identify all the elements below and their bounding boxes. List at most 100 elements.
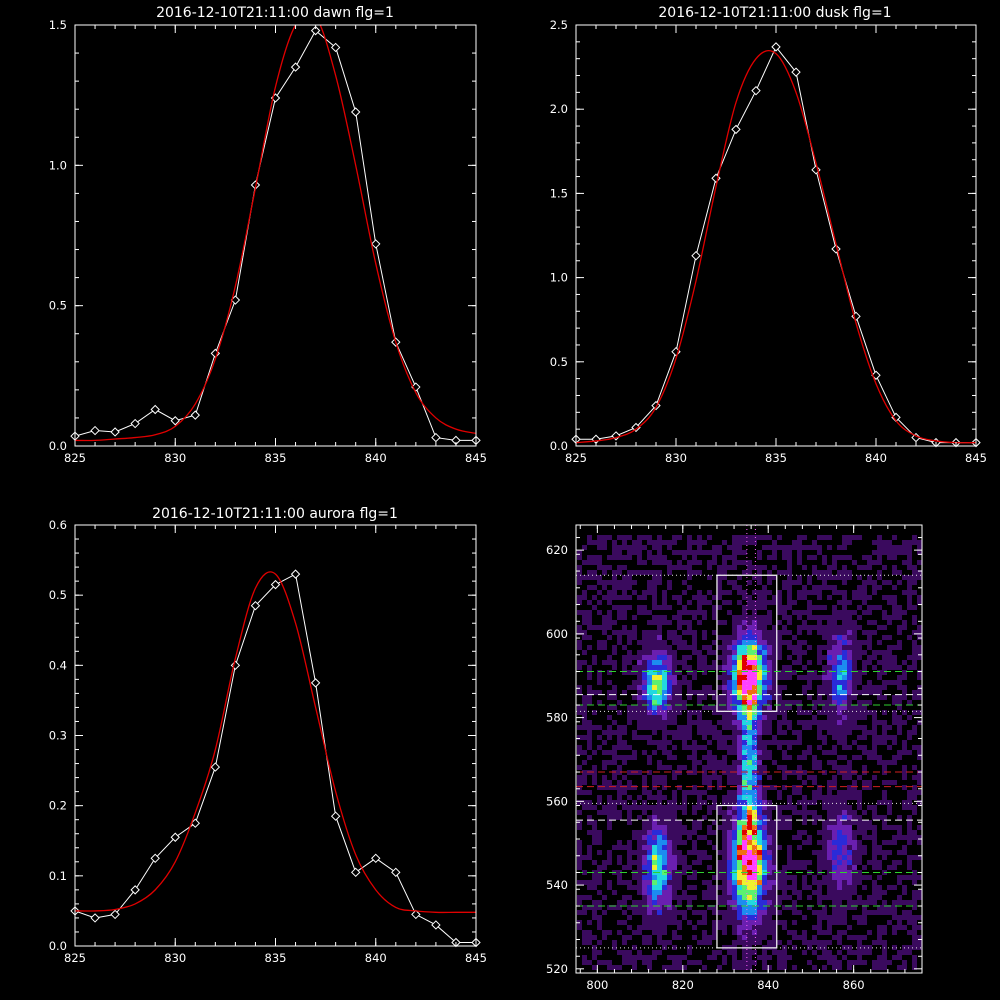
heatmap-cell [597,745,602,750]
heatmap-cell [617,810,622,815]
heatmap-cell [582,895,587,900]
heatmap-cell [622,845,627,850]
heatmap-cell [842,630,847,635]
heatmap-cell [817,850,822,855]
heatmap-cell [787,575,792,580]
heatmap-cell [752,700,757,705]
heatmap-cell [712,665,717,670]
heatmap-cell [812,935,817,940]
heatmap-cell [732,925,737,930]
heatmap-cell [832,650,837,655]
heatmap-cell [642,910,647,915]
heatmap-cell [737,930,742,935]
heatmap-cell [837,730,842,735]
heatmap-cell [717,705,722,710]
heatmap-cell [727,885,732,890]
heatmap-cell [782,895,787,900]
heatmap-cell [747,890,752,895]
heatmap-cell [772,670,777,675]
heatmap-cell [762,860,767,865]
heatmap-cell [672,885,677,890]
heatmap-cell [912,930,917,935]
heatmap-cell [707,885,712,890]
heatmap-cell [692,630,697,635]
heatmap-cell [692,550,697,555]
heatmap-cell [607,785,612,790]
heatmap-cell [902,625,907,630]
heatmap-cell [617,595,622,600]
heatmap-cell [747,705,752,710]
x-tick-label: 825 [64,451,86,465]
heatmap-cell [867,710,872,715]
heatmap-cell [822,645,827,650]
heatmap-cell [707,940,712,945]
heatmap-cell [757,675,762,680]
heatmap-cell [742,540,747,545]
heatmap-cell [702,600,707,605]
heatmap-cell [762,675,767,680]
heatmap-cell [822,665,827,670]
heatmap-cell [727,580,732,585]
heatmap-cell [747,880,752,885]
heatmap-cell [727,750,732,755]
heatmap-cell [652,665,657,670]
heatmap-cell [607,960,612,965]
heatmap-cell [707,830,712,835]
heatmap-cell [787,550,792,555]
heatmap-cell [912,765,917,770]
heatmap-cell [802,780,807,785]
heatmap-cell [662,820,667,825]
heatmap-cell [907,865,912,870]
heatmap-cell [657,910,662,915]
heatmap-cell [727,880,732,885]
heatmap-cell [792,880,797,885]
heatmap-cell [617,545,622,550]
heatmap-cell [782,730,787,735]
heatmap-cell [577,705,582,710]
heatmap-cell [862,865,867,870]
heatmap-cell [662,710,667,715]
heatmap-cell [872,810,877,815]
heatmap-cell [687,900,692,905]
heatmap-cell [582,660,587,665]
heatmap-cell [697,540,702,545]
heatmap-cell [582,870,587,875]
heatmap-cell [672,895,677,900]
heatmap-cell [687,895,692,900]
heatmap-cell [882,670,887,675]
heatmap-cell [897,680,902,685]
heatmap-cell [777,920,782,925]
heatmap-cell [637,560,642,565]
heatmap-cell [857,650,862,655]
heatmap-cell [752,590,757,595]
heatmap-cell [912,935,917,940]
heatmap-cell [892,835,897,840]
heatmap-cell [847,945,852,950]
heatmap-cell [837,935,842,940]
heatmap-cell [712,775,717,780]
heatmap-cell [672,550,677,555]
heatmap-cell [822,690,827,695]
heatmap-cell [847,625,852,630]
heatmap-cell [727,705,732,710]
heatmap-cell [847,925,852,930]
heatmap-cell [657,695,662,700]
heatmap-cell [912,745,917,750]
heatmap-cell [837,830,842,835]
heatmap-cell [762,845,767,850]
heatmap-cell [772,905,777,910]
heatmap-cell [742,670,747,675]
heatmap-cell [742,680,747,685]
heatmap-cell [602,740,607,745]
heatmap-cell [707,650,712,655]
heatmap-cell [887,550,892,555]
heatmap-cell [627,570,632,575]
heatmap-cell [642,855,647,860]
heatmap-cell [682,665,687,670]
heatmap-cell [847,725,852,730]
heatmap-cell [762,855,767,860]
heatmap-cell [732,765,737,770]
heatmap-cell [842,795,847,800]
heatmap-cell [912,965,917,970]
heatmap-cell [782,555,787,560]
